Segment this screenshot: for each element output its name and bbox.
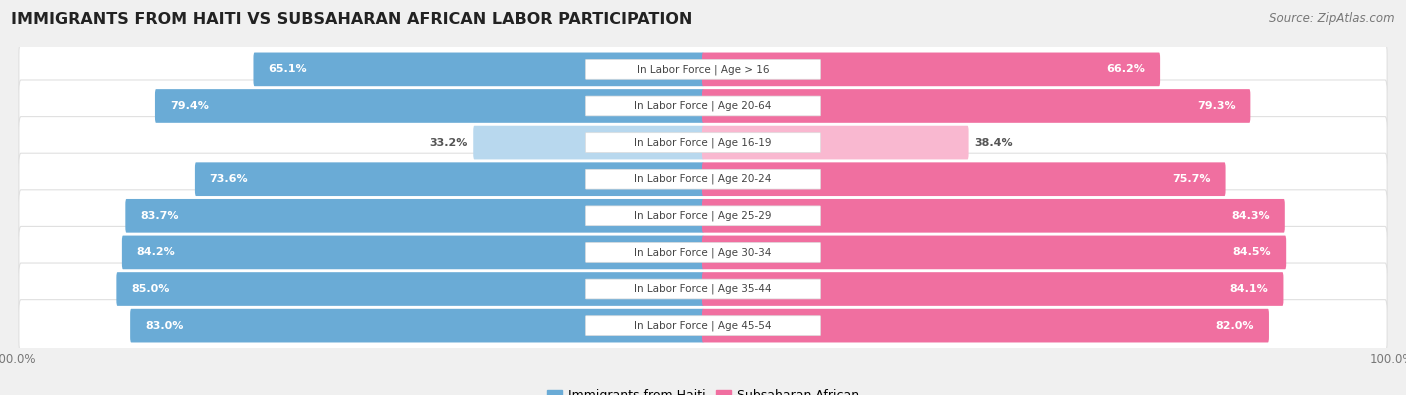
- Legend: Immigrants from Haiti, Subsaharan African: Immigrants from Haiti, Subsaharan Africa…: [541, 384, 865, 395]
- FancyBboxPatch shape: [18, 153, 1388, 205]
- Text: 85.0%: 85.0%: [131, 284, 170, 294]
- FancyBboxPatch shape: [117, 272, 704, 306]
- Text: 79.3%: 79.3%: [1197, 101, 1236, 111]
- FancyBboxPatch shape: [18, 300, 1388, 352]
- Text: 84.2%: 84.2%: [136, 247, 176, 258]
- FancyBboxPatch shape: [702, 89, 1250, 123]
- FancyBboxPatch shape: [125, 199, 704, 233]
- FancyBboxPatch shape: [702, 199, 1285, 233]
- FancyBboxPatch shape: [18, 190, 1388, 242]
- Text: In Labor Force | Age 20-64: In Labor Force | Age 20-64: [634, 101, 772, 111]
- Text: 75.7%: 75.7%: [1173, 174, 1211, 184]
- Text: 66.2%: 66.2%: [1107, 64, 1146, 74]
- FancyBboxPatch shape: [155, 89, 704, 123]
- Text: In Labor Force | Age 45-54: In Labor Force | Age 45-54: [634, 320, 772, 331]
- Text: 38.4%: 38.4%: [974, 137, 1014, 148]
- FancyBboxPatch shape: [122, 235, 704, 269]
- FancyBboxPatch shape: [585, 316, 821, 335]
- FancyBboxPatch shape: [585, 169, 821, 189]
- Text: Source: ZipAtlas.com: Source: ZipAtlas.com: [1270, 12, 1395, 25]
- Text: 73.6%: 73.6%: [209, 174, 249, 184]
- FancyBboxPatch shape: [702, 53, 1160, 86]
- FancyBboxPatch shape: [585, 60, 821, 79]
- Text: In Labor Force | Age > 16: In Labor Force | Age > 16: [637, 64, 769, 75]
- FancyBboxPatch shape: [18, 117, 1388, 169]
- FancyBboxPatch shape: [18, 80, 1388, 132]
- FancyBboxPatch shape: [585, 279, 821, 299]
- Text: 65.1%: 65.1%: [269, 64, 307, 74]
- FancyBboxPatch shape: [702, 126, 969, 160]
- Text: 84.1%: 84.1%: [1230, 284, 1268, 294]
- FancyBboxPatch shape: [702, 272, 1284, 306]
- FancyBboxPatch shape: [702, 235, 1286, 269]
- FancyBboxPatch shape: [18, 43, 1388, 95]
- FancyBboxPatch shape: [18, 226, 1388, 278]
- Text: In Labor Force | Age 16-19: In Labor Force | Age 16-19: [634, 137, 772, 148]
- Text: 83.0%: 83.0%: [145, 321, 183, 331]
- FancyBboxPatch shape: [585, 133, 821, 152]
- Text: In Labor Force | Age 35-44: In Labor Force | Age 35-44: [634, 284, 772, 294]
- FancyBboxPatch shape: [585, 96, 821, 116]
- Text: In Labor Force | Age 30-34: In Labor Force | Age 30-34: [634, 247, 772, 258]
- FancyBboxPatch shape: [585, 206, 821, 226]
- Text: 79.4%: 79.4%: [170, 101, 208, 111]
- FancyBboxPatch shape: [131, 309, 704, 342]
- Text: 83.7%: 83.7%: [141, 211, 179, 221]
- FancyBboxPatch shape: [195, 162, 704, 196]
- Text: In Labor Force | Age 25-29: In Labor Force | Age 25-29: [634, 211, 772, 221]
- Text: 84.3%: 84.3%: [1232, 211, 1270, 221]
- FancyBboxPatch shape: [474, 126, 704, 160]
- Text: In Labor Force | Age 20-24: In Labor Force | Age 20-24: [634, 174, 772, 184]
- FancyBboxPatch shape: [702, 162, 1226, 196]
- Text: IMMIGRANTS FROM HAITI VS SUBSAHARAN AFRICAN LABOR PARTICIPATION: IMMIGRANTS FROM HAITI VS SUBSAHARAN AFRI…: [11, 12, 693, 27]
- FancyBboxPatch shape: [18, 263, 1388, 315]
- FancyBboxPatch shape: [702, 309, 1270, 342]
- Text: 82.0%: 82.0%: [1216, 321, 1254, 331]
- FancyBboxPatch shape: [253, 53, 704, 86]
- Text: 33.2%: 33.2%: [429, 137, 467, 148]
- FancyBboxPatch shape: [585, 243, 821, 262]
- Text: 84.5%: 84.5%: [1233, 247, 1271, 258]
